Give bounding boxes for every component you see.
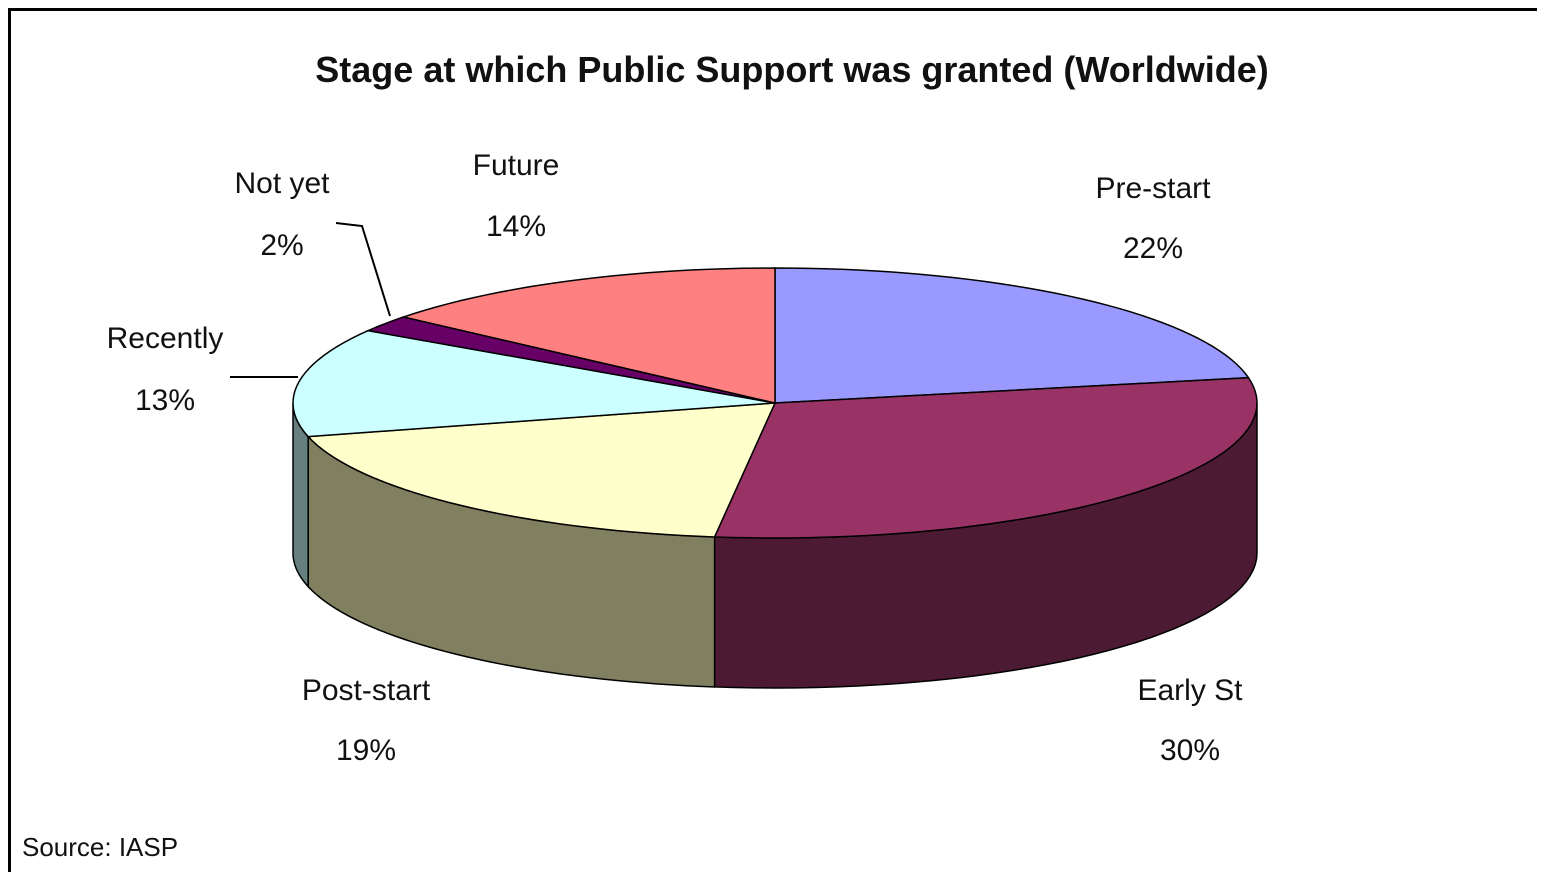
slice-label-early-st: Early St xyxy=(1137,674,1243,707)
slice-value-early-st: 30% xyxy=(1160,734,1220,767)
pie-slice-early-st xyxy=(713,376,1258,539)
slice-value-not-yet: 2% xyxy=(260,229,303,262)
slice-label-pre-start: Pre-start xyxy=(1095,172,1211,205)
pie-slice-not-yet xyxy=(365,316,776,404)
leader-line-not-yet xyxy=(335,222,391,317)
pie-slice-post-start xyxy=(306,402,777,538)
pie-tops xyxy=(292,267,1258,539)
slice-value-recently: 13% xyxy=(135,384,195,417)
slice-label-not-yet: Not yet xyxy=(234,167,330,200)
slice-labels: Pre-start 22% Early St 30% Post-start 19% Rece… xyxy=(107,149,1244,767)
slice-value-future: 14% xyxy=(486,210,546,243)
slice-value-pre-start: 22% xyxy=(1123,232,1183,265)
chart-title: Stage at which Public Support was grante… xyxy=(315,49,1268,90)
pie-sides xyxy=(292,402,1258,689)
pie-slice-recently xyxy=(292,329,776,438)
slice-label-future: Future xyxy=(473,149,560,182)
pie-slice-future xyxy=(400,267,776,404)
slice-value-post-start: 19% xyxy=(336,734,396,767)
slice-label-recently: Recently xyxy=(107,322,224,355)
leader-lines xyxy=(230,222,391,378)
source-note: Source: IASP xyxy=(22,832,178,862)
pie-slice-pre-start xyxy=(774,267,1250,404)
slice-label-post-start: Post-start xyxy=(302,674,431,707)
